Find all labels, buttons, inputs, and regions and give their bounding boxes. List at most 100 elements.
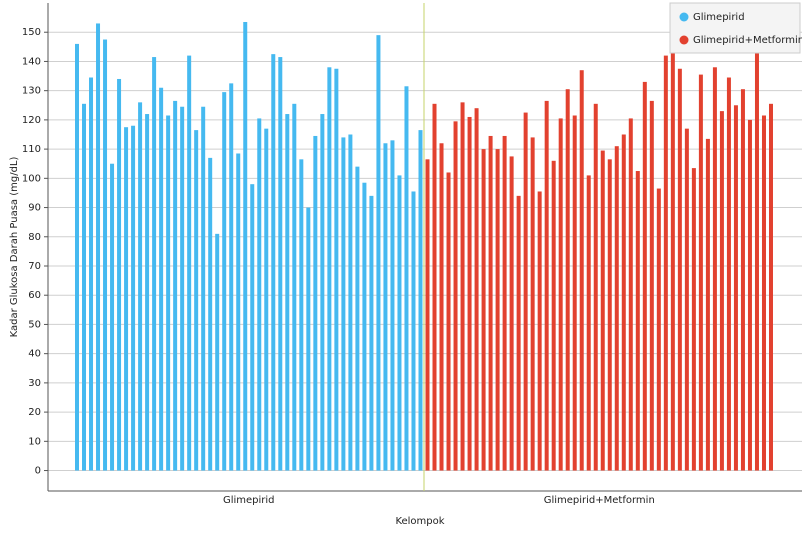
bar (138, 102, 143, 471)
bar (663, 55, 668, 471)
legend-swatch (679, 12, 689, 22)
bar (551, 160, 556, 471)
bar (96, 23, 101, 471)
bar (180, 106, 185, 471)
y-tick-label: 20 (28, 407, 41, 418)
bar (208, 157, 213, 471)
bar (502, 135, 507, 471)
bar (593, 103, 598, 471)
bar (187, 55, 192, 471)
bar (124, 127, 129, 471)
y-tick-label: 60 (28, 290, 41, 301)
y-tick-label: 100 (22, 173, 41, 184)
bar (621, 134, 626, 471)
bar (166, 115, 171, 471)
y-tick-label: 90 (28, 203, 41, 214)
bar (579, 70, 584, 471)
bar (523, 112, 528, 471)
bar (313, 135, 318, 471)
bar (257, 118, 262, 471)
y-tick-label: 70 (28, 261, 41, 272)
bar (404, 86, 409, 471)
bar (670, 38, 675, 471)
bar (418, 130, 423, 471)
bar (453, 121, 458, 471)
x-tick-label: Glimepirid+Metformin (544, 495, 655, 506)
bar (320, 114, 325, 471)
bar (446, 172, 451, 471)
bar (761, 115, 766, 471)
bar (110, 163, 115, 471)
bar (607, 159, 612, 471)
bar (341, 137, 346, 471)
bar (362, 182, 367, 471)
bar (635, 171, 640, 471)
bar (460, 102, 465, 471)
bar (600, 150, 605, 471)
bar (530, 137, 535, 471)
bar (698, 74, 703, 471)
bar (719, 111, 724, 471)
y-tick-label: 10 (28, 436, 41, 447)
bar (152, 57, 157, 471)
bar (565, 89, 570, 471)
bar (264, 128, 269, 471)
legend-swatch (679, 35, 689, 45)
y-tick-label: 50 (28, 319, 41, 330)
bar (355, 166, 360, 471)
bar (292, 103, 297, 471)
bar (103, 39, 108, 471)
bar (222, 92, 227, 471)
bar (740, 89, 745, 471)
bar (509, 156, 514, 471)
bar (306, 207, 311, 471)
y-tick-label: 30 (28, 378, 41, 389)
bar (194, 130, 199, 471)
bar (411, 191, 416, 471)
legend-box (669, 2, 801, 54)
y-tick-label: 140 (22, 56, 41, 67)
bar (572, 115, 577, 471)
y-tick-label: 150 (22, 27, 41, 38)
bar (369, 195, 374, 471)
bar (383, 143, 388, 471)
bar (614, 146, 619, 471)
bar (390, 140, 395, 471)
y-tick-label: 110 (22, 144, 41, 155)
bar (488, 135, 493, 471)
bar (684, 128, 689, 471)
bar (726, 77, 731, 471)
bar (733, 105, 738, 471)
bar (285, 114, 290, 471)
legend-label: Glimepirid (693, 12, 745, 23)
bar (173, 100, 178, 471)
bar (131, 125, 136, 471)
bar (271, 54, 276, 471)
bar (432, 103, 437, 471)
bar (474, 108, 479, 471)
bar (159, 87, 164, 471)
bar (89, 77, 94, 471)
bar (327, 67, 332, 471)
y-tick-label: 80 (28, 232, 41, 243)
bar (642, 81, 647, 471)
bar (649, 100, 654, 471)
bar (376, 35, 381, 471)
y-tick-label: 0 (35, 466, 41, 477)
x-axis-title: Kelompok (395, 516, 444, 527)
bar (278, 57, 283, 471)
y-tick-label: 40 (28, 349, 41, 360)
bar (215, 233, 220, 471)
bar (628, 118, 633, 471)
bar (425, 159, 430, 471)
bar (299, 159, 304, 471)
bar (334, 68, 339, 471)
bar (768, 103, 773, 471)
bar (705, 138, 710, 471)
bar (747, 119, 752, 471)
bar (348, 134, 353, 471)
bar (754, 38, 759, 471)
bar (236, 153, 241, 471)
bar (250, 184, 255, 471)
bar (677, 68, 682, 471)
